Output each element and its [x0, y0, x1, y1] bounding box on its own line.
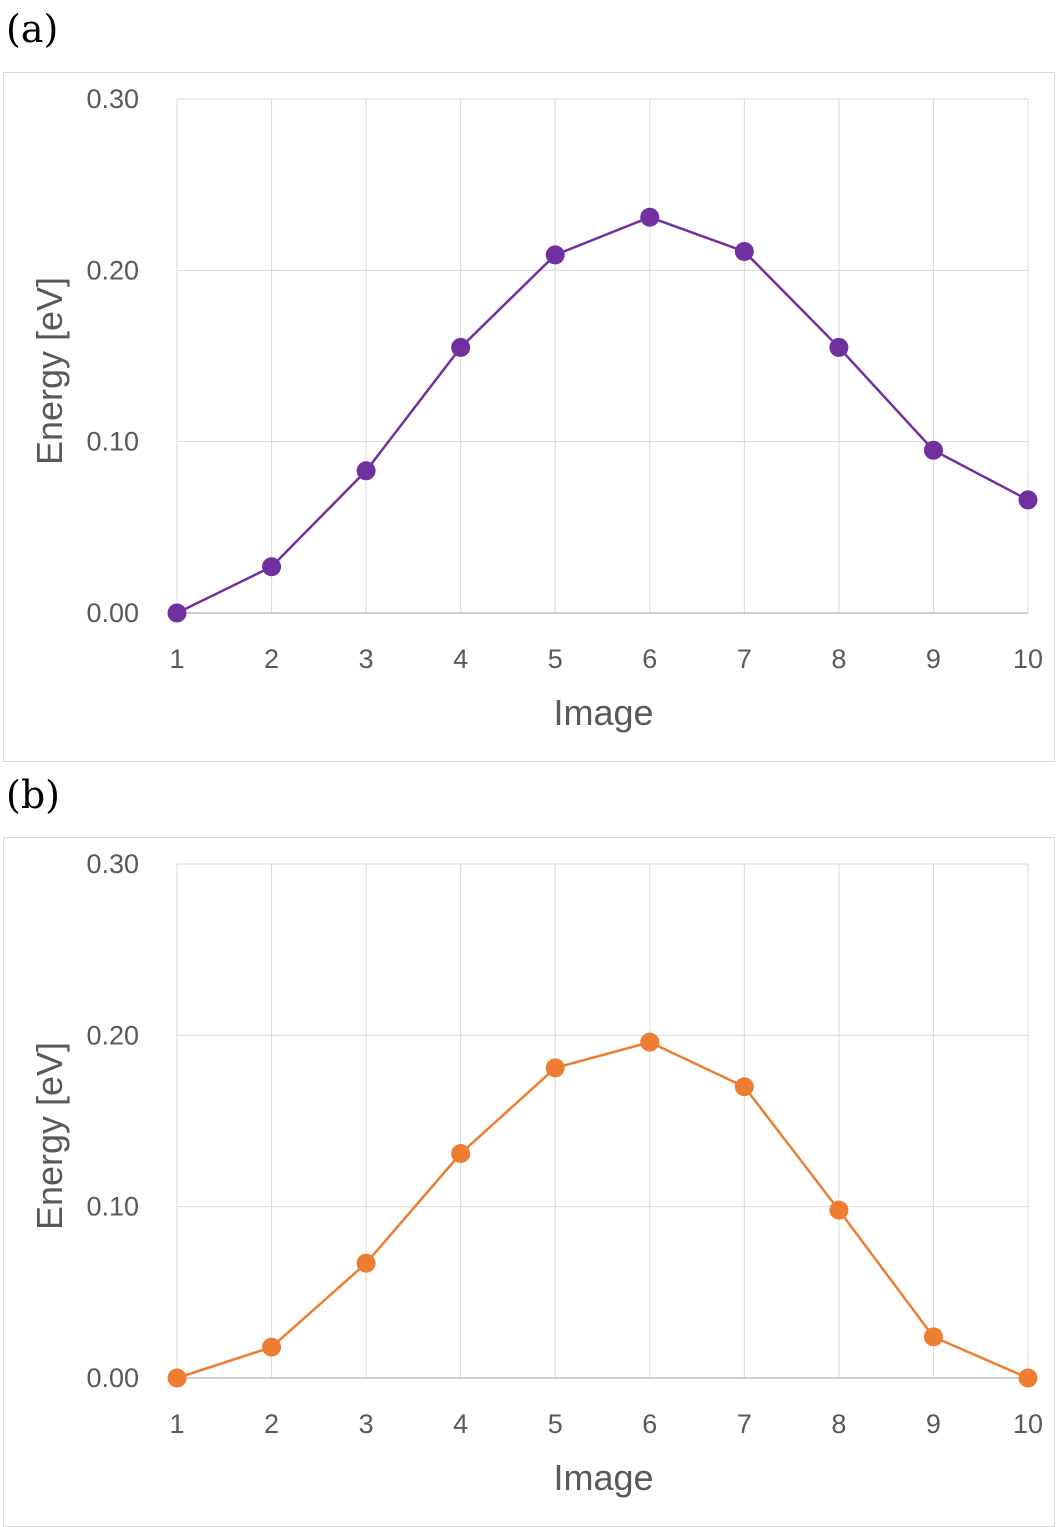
- y-tick-label: 0.30: [86, 849, 139, 879]
- x-tick-label: 9: [926, 1409, 941, 1439]
- data-point: [1018, 490, 1038, 510]
- data-point: [734, 241, 754, 261]
- x-tick-label: 7: [737, 644, 752, 674]
- y-tick-label: 0.00: [86, 1363, 139, 1393]
- panel-label-a: (a): [6, 7, 59, 51]
- data-point: [356, 1253, 376, 1273]
- panel-label-b: (b): [6, 773, 60, 817]
- x-tick-label: 10: [1013, 644, 1043, 674]
- x-tick-label: 4: [453, 1409, 468, 1439]
- data-point: [640, 207, 660, 227]
- chart-a: 0.00 0.10 0.20 0.30 1 2 3 4 5 6 7 8 9 10 Image Energy […: [3, 72, 1055, 762]
- y-tick-label: 0.00: [86, 598, 139, 628]
- x-tick-label: 3: [359, 1409, 374, 1439]
- y-tick-label: 0.20: [86, 255, 139, 285]
- y-axis-title: Energy [eV]: [29, 277, 70, 465]
- data-point: [923, 1327, 943, 1347]
- x-axis-title: Image: [553, 1457, 653, 1498]
- chart-b: 0.00 0.10 0.20 0.30 1 2 3 4 5 6 7 8 9 10 Image Energy […: [3, 837, 1055, 1527]
- x-tick-label: 8: [831, 1409, 846, 1439]
- y-axis-title: Energy [eV]: [29, 1042, 70, 1230]
- x-axis-title: Image: [553, 692, 653, 733]
- data-point: [734, 1077, 754, 1097]
- data-point: [829, 337, 849, 357]
- data-point: [356, 461, 376, 481]
- data-point: [262, 557, 282, 577]
- x-tick-label: 10: [1013, 1409, 1043, 1439]
- x-tick-label: 7: [737, 1409, 752, 1439]
- y-tick-label: 0.30: [86, 84, 139, 114]
- data-point: [1018, 1368, 1038, 1388]
- x-tick-label: 5: [548, 644, 563, 674]
- x-tick-label: 1: [169, 644, 184, 674]
- y-tick-label: 0.10: [86, 427, 139, 457]
- data-point: [545, 245, 565, 265]
- x-tick-label: 5: [548, 1409, 563, 1439]
- x-tick-label: 6: [642, 644, 657, 674]
- x-tick-label: 2: [264, 644, 279, 674]
- data-point: [640, 1032, 660, 1052]
- data-point: [451, 1144, 471, 1164]
- series-line: [176, 1040, 1029, 1380]
- x-tick-label: 6: [642, 1409, 657, 1439]
- x-tick-label: 8: [831, 644, 846, 674]
- x-tick-label: 3: [359, 644, 374, 674]
- data-point: [923, 440, 943, 460]
- data-point: [262, 1337, 282, 1357]
- x-tick-label: 2: [264, 1409, 279, 1439]
- data-point: [451, 337, 471, 357]
- data-point: [167, 603, 187, 623]
- x-tick-label: 1: [169, 1409, 184, 1439]
- x-tick-label: 4: [453, 644, 468, 674]
- y-tick-label: 0.20: [86, 1020, 139, 1050]
- y-tick-label: 0.10: [86, 1192, 139, 1222]
- data-point: [545, 1058, 565, 1078]
- chart-b-plot: 0.00 0.10 0.20 0.30 1 2 3 4 5 6 7 8 9 10 Image Energy […: [29, 849, 1043, 1498]
- series-line: [176, 215, 1029, 615]
- chart-a-plot: 0.00 0.10 0.20 0.30 1 2 3 4 5 6 7 8 9 10 Image Energy […: [29, 84, 1043, 733]
- data-point: [167, 1368, 187, 1388]
- data-point: [829, 1200, 849, 1220]
- x-tick-label: 9: [926, 644, 941, 674]
